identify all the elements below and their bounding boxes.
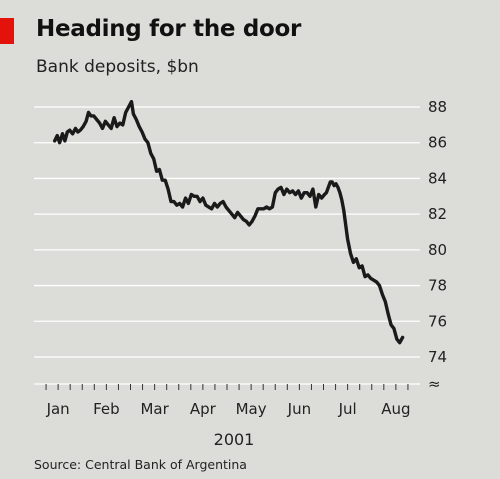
y-axis: 74 76 78 80 82 84 86 88: [428, 98, 447, 366]
series-layer: [53, 99, 405, 345]
y-tick-label: 76: [428, 312, 447, 330]
chart-source: Source: Central Bank of Argentina: [34, 457, 247, 472]
y-tick-label: 74: [428, 348, 447, 366]
x-axis: Jan Feb Mar Apr May Jun Jul Aug: [34, 383, 420, 418]
x-tick-label: Jan: [46, 400, 70, 418]
gridlines: [34, 106, 420, 358]
chart-title: Heading for the door: [36, 16, 302, 42]
x-tick-label: Jul: [338, 400, 357, 418]
x-tick-label: May: [236, 400, 267, 418]
y-tick-label: 80: [428, 241, 447, 259]
x-tick-label: Apr: [190, 400, 217, 418]
axis-break-symbol: ≈: [428, 375, 441, 393]
y-tick-label: 78: [428, 277, 447, 295]
red-accent-tab: [0, 18, 14, 44]
y-tick-label: 82: [428, 205, 447, 223]
x-tick-label: Feb: [93, 400, 120, 418]
x-tick-label: Mar: [140, 400, 169, 418]
x-tick-label: Aug: [381, 400, 410, 418]
x-tick-label: Jun: [287, 400, 311, 418]
y-tick-label: 86: [428, 134, 447, 152]
y-tick-label: 88: [428, 98, 447, 116]
y-tick-label: 84: [428, 169, 447, 187]
series-line-bank-deposits: [53, 99, 405, 345]
x-axis-year-label: 2001: [214, 430, 255, 449]
chart-subtitle: Bank deposits, $bn: [36, 57, 199, 77]
